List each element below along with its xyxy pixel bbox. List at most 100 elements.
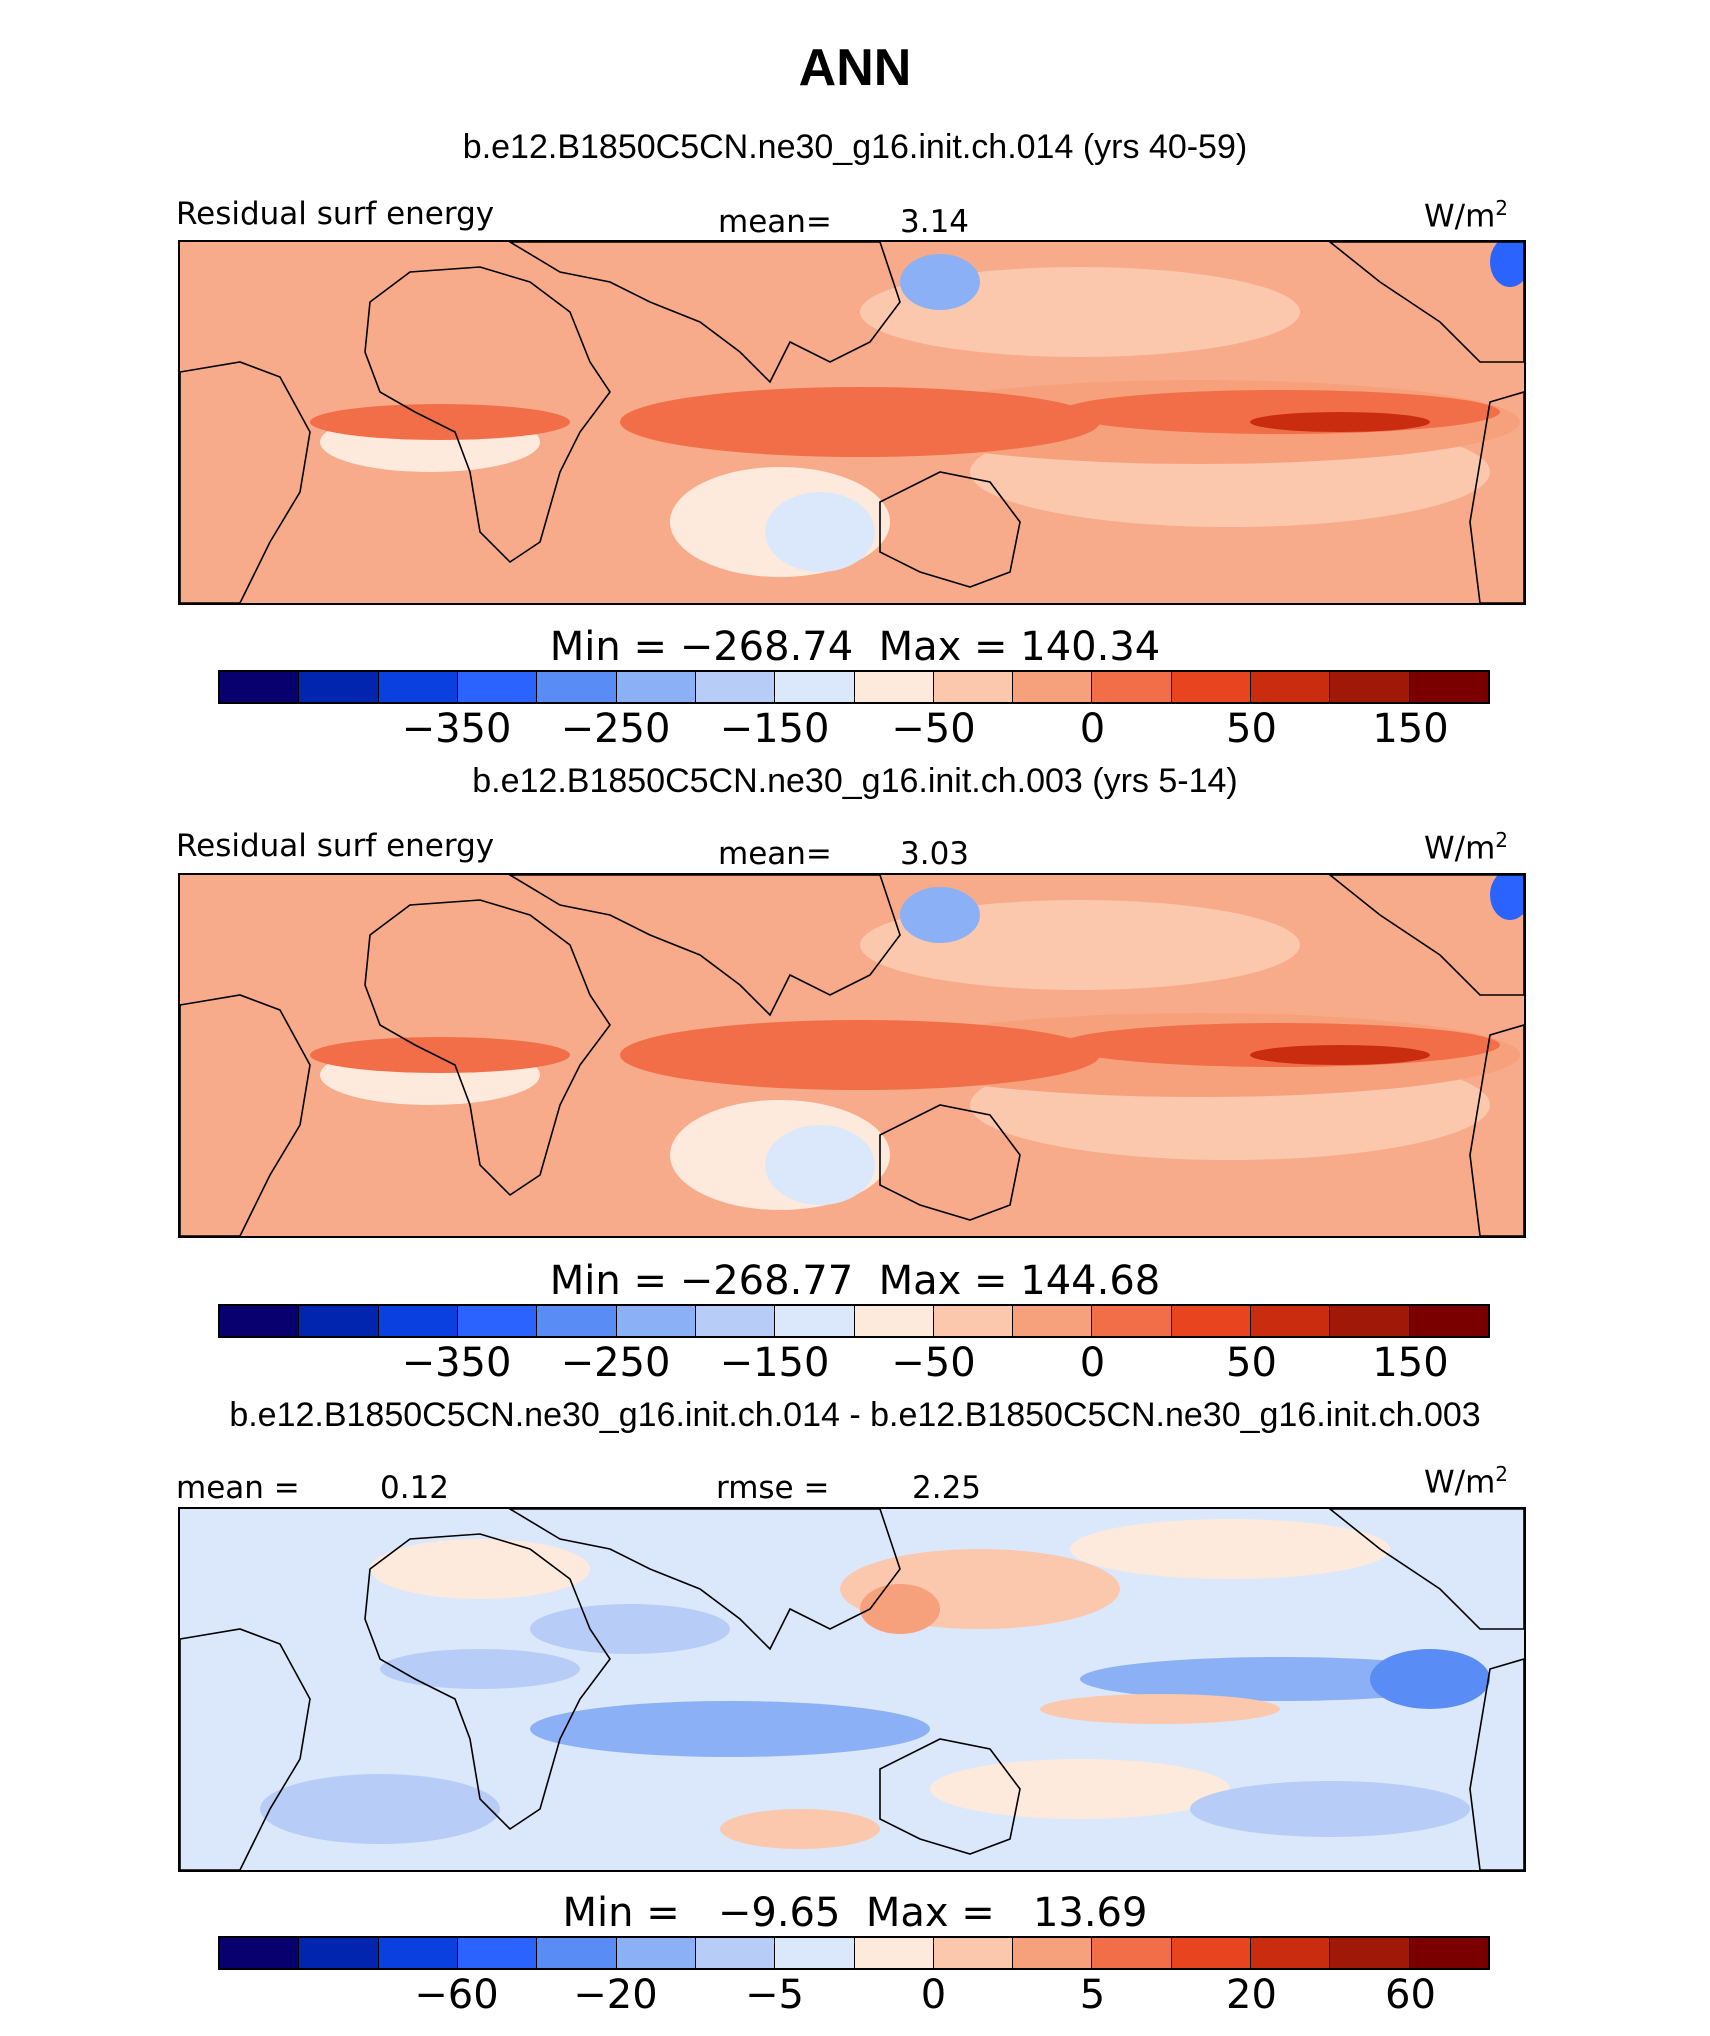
coastline [879,1104,1021,1221]
field-contour [1250,1045,1430,1065]
panel-3-colorbar-bin [854,1938,934,1968]
panel-1-colorbar-tick: 50 [1226,706,1277,752]
panel-1-run-title: b.e12.B1850C5CN.ne30_g16.init.ch.014 (yr… [462,128,1248,166]
panel-1-map [178,240,1526,605]
panel-2-units: W/m2 [1424,828,1509,867]
panel-2-colorbar-bin [1171,1306,1252,1336]
coastline [879,471,1021,588]
panel-1-colorbar-bin [1013,672,1093,702]
coastline [508,875,901,1017]
panel-3-colorbar-tick: 5 [1079,1972,1106,2018]
panel-2-minmax: Min = −268.77 Max = 144.68 [549,1258,1161,1304]
panel-3-colorbar-bin [1330,1938,1410,1968]
field-contour [530,1604,730,1654]
panel-1-mean-value: 3.14 [900,204,970,240]
panel-3-colorbar-bin [1013,1938,1093,1968]
panel-1-variable-label: Residual surf energy [176,196,495,232]
coastline [1328,1509,1524,1630]
field-contour [530,1701,930,1757]
panel-3-mean-label: mean = [176,1470,300,1506]
field-contour [620,1020,1100,1090]
coastline [508,1509,901,1651]
panel-3-colorbar-tick: −5 [745,1972,804,2018]
panel-3-rmse-value: 2.25 [912,1470,982,1506]
panel-1-colorbar-tick: 0 [1079,706,1106,752]
panel-2-map [178,873,1526,1238]
panel-1-colorbar-bin [378,672,458,702]
panel-3-colorbar-bin [616,1938,696,1968]
field-contour [260,1774,500,1844]
field-contour [900,254,980,310]
panel-3-colorbar-bin [1251,1938,1331,1968]
panel-2-colorbar-bin [1013,1306,1093,1336]
panel-1-colorbar-bin [616,672,696,702]
panel-1-mean-label: mean= [718,204,832,240]
panel-2-colorbar-tick: −150 [719,1340,830,1386]
coastline [364,899,611,1197]
coastline [879,1738,1021,1855]
coastline [1469,391,1524,603]
coastline [1469,1658,1524,1870]
panel-2-colorbar-bin [1409,1306,1488,1336]
panel-1-colorbar-bin [854,672,934,702]
panel-3-colorbar [218,1936,1490,1970]
panel-2-colorbar-tick: −250 [560,1340,671,1386]
panel-1-field [180,242,1524,603]
panel-2-colorbar-bin [299,1306,379,1336]
panel-2-colorbar-bin [695,1306,776,1336]
panel-2-colorbar-bin [220,1306,300,1336]
field-contour [1250,412,1430,432]
panel-3-map [178,1507,1526,1872]
coastline [1328,875,1524,996]
coastline [180,361,311,603]
panel-1-colorbar-bin [537,672,617,702]
panel-2-colorbar-tick: −50 [891,1340,976,1386]
panel-3-colorbar-bin [457,1938,538,1968]
panel-3-colorbar-bin [299,1938,379,1968]
panel-2-colorbar-bin [457,1306,538,1336]
panel-1-colorbar-tick: −350 [401,706,512,752]
panel-2-colorbar-bin [537,1306,617,1336]
field-contour [370,1539,590,1599]
field-contour [765,1125,875,1205]
panel-2-colorbar-tick: −350 [401,1340,512,1386]
panel-1-colorbar-tick: −50 [891,706,976,752]
panel-3-colorbar-tick: 0 [920,1972,947,2018]
panel-2-colorbar-bin [378,1306,458,1336]
panel-3-colorbar-bin [933,1938,1014,1968]
field-contour [310,1037,570,1073]
panel-3-minmax: Min = −9.65 Max = 13.69 [562,1890,1148,1936]
panel-2-colorbar-tick: 150 [1372,1340,1449,1386]
panel-3-field [180,1509,1524,1870]
panel-2-colorbar-bin [854,1306,934,1336]
panel-2-colorbar-bin [933,1306,1014,1336]
field-contour [310,404,570,440]
coastline [1328,242,1524,363]
panel-1-colorbar-bin [1330,672,1410,702]
panel-1-colorbar-bin [299,672,379,702]
panel-2-colorbar-tick: 0 [1079,1340,1106,1386]
field-contour [1490,875,1524,920]
panel-3-units: W/m2 [1424,1462,1509,1501]
field-contour [1040,1694,1280,1724]
panel-2-mean-label: mean= [718,836,832,872]
field-contour [380,1649,580,1689]
field-contour [860,1584,940,1634]
field-contour [720,1809,880,1849]
field-contour [1070,1519,1390,1579]
panel-1-colorbar [218,670,1490,704]
panel-3-colorbar-bin [1409,1938,1488,1968]
panel-2-colorbar-tick: 50 [1226,1340,1277,1386]
field-contour [1490,242,1524,287]
panel-3-colorbar-tick: −60 [414,1972,499,2018]
panel-3-mean-value: 0.12 [380,1470,450,1506]
panel-1-colorbar-tick: −150 [719,706,830,752]
coastline [364,1533,611,1831]
panel-1-colorbar-bin [695,672,776,702]
panel-2-run-title: b.e12.B1850C5CN.ne30_g16.init.ch.003 (yr… [472,762,1238,800]
coastline [180,1628,311,1870]
field-contour [765,492,875,572]
panel-2-mean-value: 3.03 [900,836,970,872]
panel-3-colorbar-tick: 20 [1226,1972,1277,2018]
panel-3-colorbar-bin [1171,1938,1252,1968]
